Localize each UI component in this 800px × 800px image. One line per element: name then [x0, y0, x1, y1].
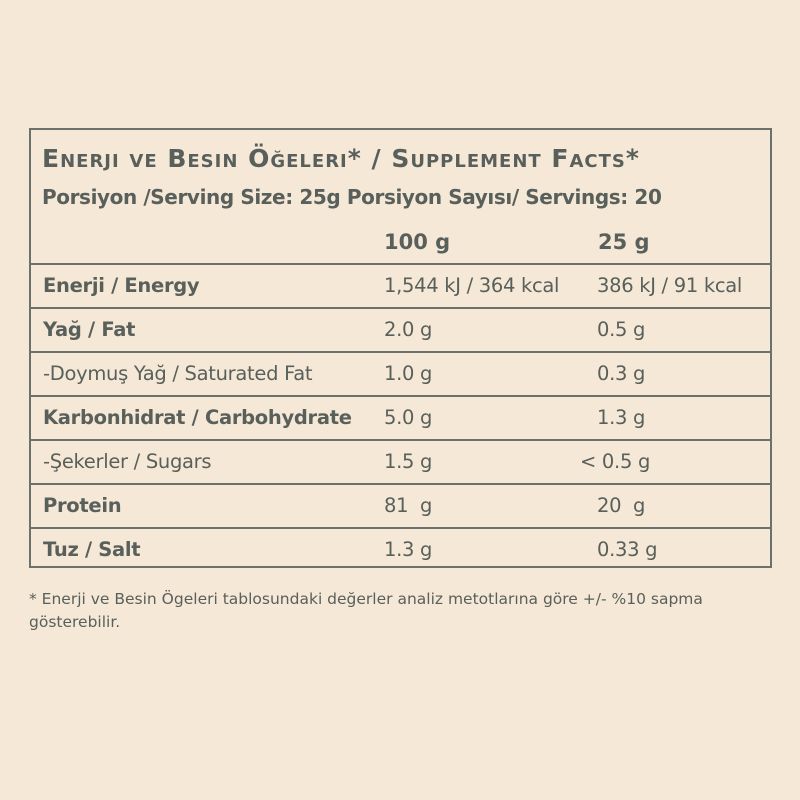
value-100g: 1,544 kJ / 364 kcal — [384, 274, 560, 297]
table-row: -Doymuş Yağ / Saturated Fat 1.0 g 0.3 g — [31, 353, 770, 395]
row-label: Enerji / Energy — [43, 274, 200, 297]
value-100g: 1.0 g — [384, 362, 433, 385]
table-row: -Şekerler / Sugars 1.5 g < 0.5 g — [31, 441, 770, 483]
row-label: -Şekerler / Sugars — [43, 450, 212, 473]
value-25g: 0.5 g — [597, 318, 646, 341]
value-25g: < 0.5 g — [580, 450, 651, 473]
column-header-25g: 25 g — [598, 230, 650, 254]
panel-title: Enerji ve Besin Öğeleri* / Supplement Fa… — [42, 144, 640, 173]
divider — [31, 527, 770, 529]
divider — [31, 307, 770, 309]
value-25g: 386 kJ / 91 kcal — [597, 274, 743, 297]
row-label: Protein — [43, 494, 122, 517]
row-label: -Doymuş Yağ / Saturated Fat — [43, 362, 313, 385]
table-row: Karbonhidrat / Carbohydrate 5.0 g 1.3 g — [31, 397, 770, 439]
divider — [31, 263, 770, 265]
serving-info: Porsiyon /Serving Size: 25g Porsiyon Say… — [42, 185, 662, 209]
divider — [31, 483, 770, 485]
value-100g: 1.5 g — [384, 450, 433, 473]
row-label: Yağ / Fat — [43, 318, 136, 341]
value-100g: 2.0 g — [384, 318, 433, 341]
value-100g: 5.0 g — [384, 406, 433, 429]
value-25g: 1.3 g — [597, 406, 646, 429]
row-label: Karbonhidrat / Carbohydrate — [43, 406, 352, 429]
table-row: Tuz / Salt 1.3 g 0.33 g — [31, 529, 770, 571]
column-header-100g: 100 g — [384, 230, 451, 254]
divider — [31, 351, 770, 353]
row-label: Tuz / Salt — [43, 538, 141, 561]
divider — [31, 439, 770, 441]
value-25g: 0.33 g — [597, 538, 658, 561]
footnote: * Enerji ve Besin Ögeleri tablosundaki d… — [29, 590, 703, 631]
table-row: Protein 81 g 20 g — [31, 485, 770, 527]
value-25g: 20 g — [597, 494, 646, 517]
table-row: Enerji / Energy 1,544 kJ / 364 kcal 386 … — [31, 265, 770, 307]
nutrition-panel — [29, 128, 772, 568]
value-100g: 1.3 g — [384, 538, 433, 561]
value-100g: 81 g — [384, 494, 433, 517]
table-row: Yağ / Fat 2.0 g 0.5 g — [31, 309, 770, 351]
value-25g: 0.3 g — [597, 362, 646, 385]
divider — [31, 395, 770, 397]
